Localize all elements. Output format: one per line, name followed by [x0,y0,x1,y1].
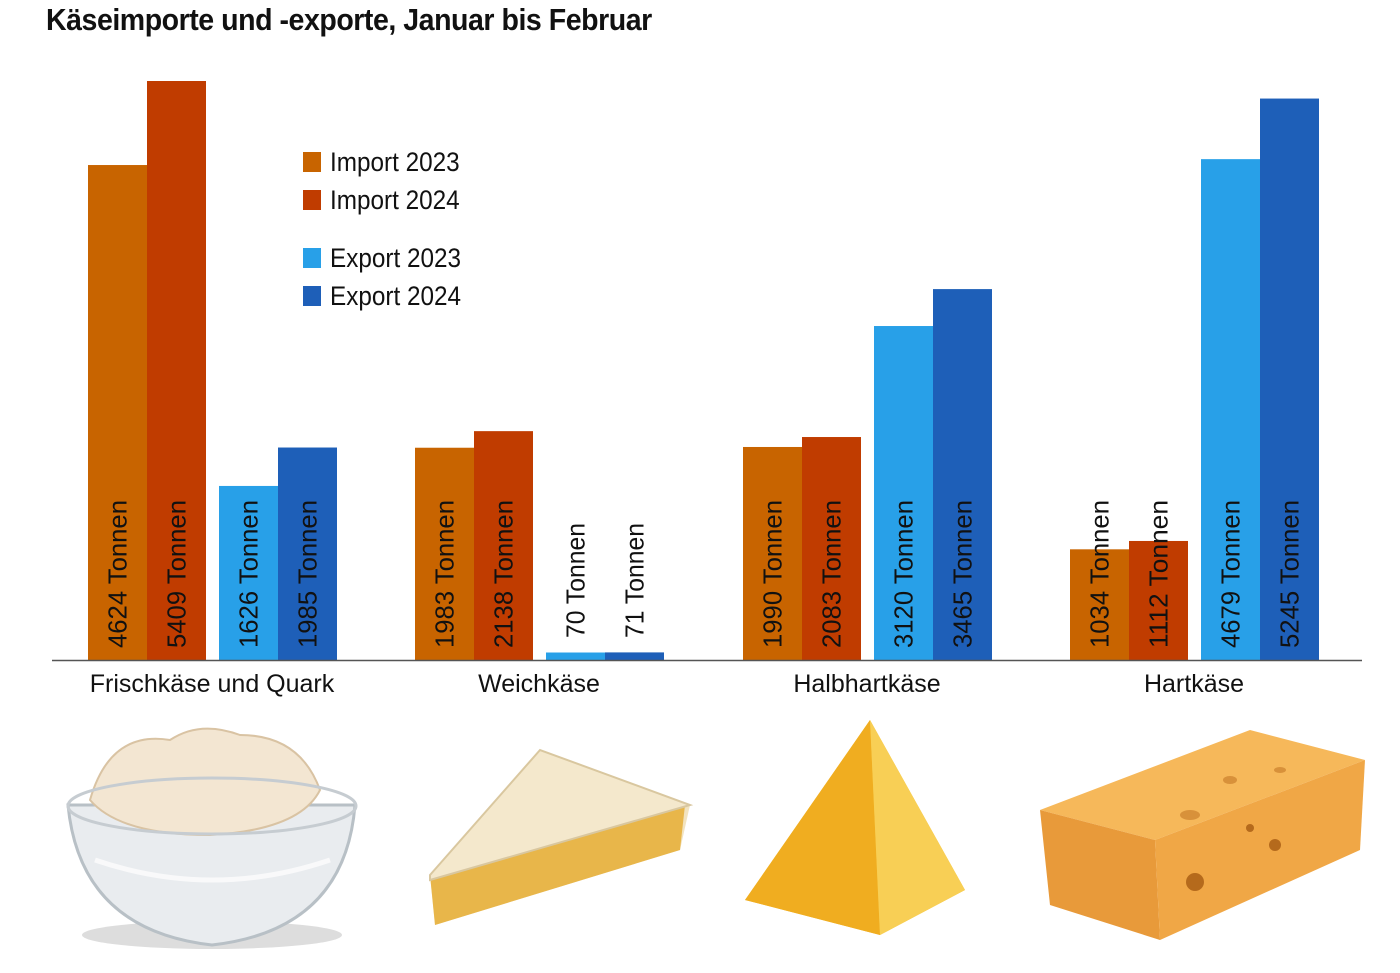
category-label: Weichkäse [478,670,600,698]
data-label: 4624 Tonnen [103,500,133,648]
bowl-of-cream-cheese [66,727,358,949]
legend-swatch [303,248,321,268]
bar [605,652,664,660]
category-label: Frischkäse und Quark [90,670,335,698]
data-label: 5245 Tonnen [1275,500,1305,648]
bar [1129,540,1188,660]
data-label: 1034 Tonnen [1085,500,1115,648]
bar [1260,98,1319,661]
legend-item-export-2023: Export 2023 [303,239,461,277]
data-label: 1983 Tonnen [430,500,460,648]
chart-title: Käseimporte und -exporte, Januar bis Feb… [46,2,652,37]
bar [415,447,474,660]
data-label: 3120 Tonnen [889,500,919,648]
data-label: 5409 Tonnen [162,500,192,648]
legend-label: Export 2023 [330,242,462,273]
swiss-hard-cheese-block [1040,730,1365,940]
legend-item-import-2023: Import 2023 [303,143,461,181]
legend-item-export-2024: Export 2024 [303,277,461,315]
bar [88,165,147,660]
brie-wedge [429,748,694,925]
category-label: Hartkäse [1144,670,1244,698]
bar [546,652,605,660]
bar [147,81,206,660]
data-label: 2083 Tonnen [817,500,847,648]
data-label: 4679 Tonnen [1216,500,1246,648]
bar [474,431,533,660]
bar [874,326,933,660]
bar [1201,159,1260,661]
semi-hard-cheese-wedge [745,720,965,935]
legend-swatch [303,286,321,306]
data-label: 1985 Tonnen [293,500,323,648]
data-label: 2138 Tonnen [489,500,519,648]
bar [219,485,278,660]
legend-swatch [303,152,321,172]
legend-item-import-2024: Import 2024 [303,181,461,219]
category-label: Halbhartkäse [793,670,940,698]
data-label: 71 Tonnen [620,523,650,638]
data-label: 3465 Tonnen [948,500,978,648]
bar [1070,549,1129,660]
data-label: 1990 Tonnen [758,500,788,648]
data-label: 1626 Tonnen [234,500,264,648]
bar [802,437,861,660]
legend-swatch [303,190,321,210]
data-label: 70 Tonnen [561,523,591,638]
legend-label: Import 2023 [330,146,460,177]
bar [743,446,802,660]
data-label: 1112 Tonnen [1144,500,1174,648]
legend: Import 2023 Import 2024 Export 2023 Expo… [303,143,479,315]
legend-label: Import 2024 [330,184,460,215]
legend-label: Export 2024 [330,280,462,311]
bar [278,447,337,660]
bar [933,289,992,660]
